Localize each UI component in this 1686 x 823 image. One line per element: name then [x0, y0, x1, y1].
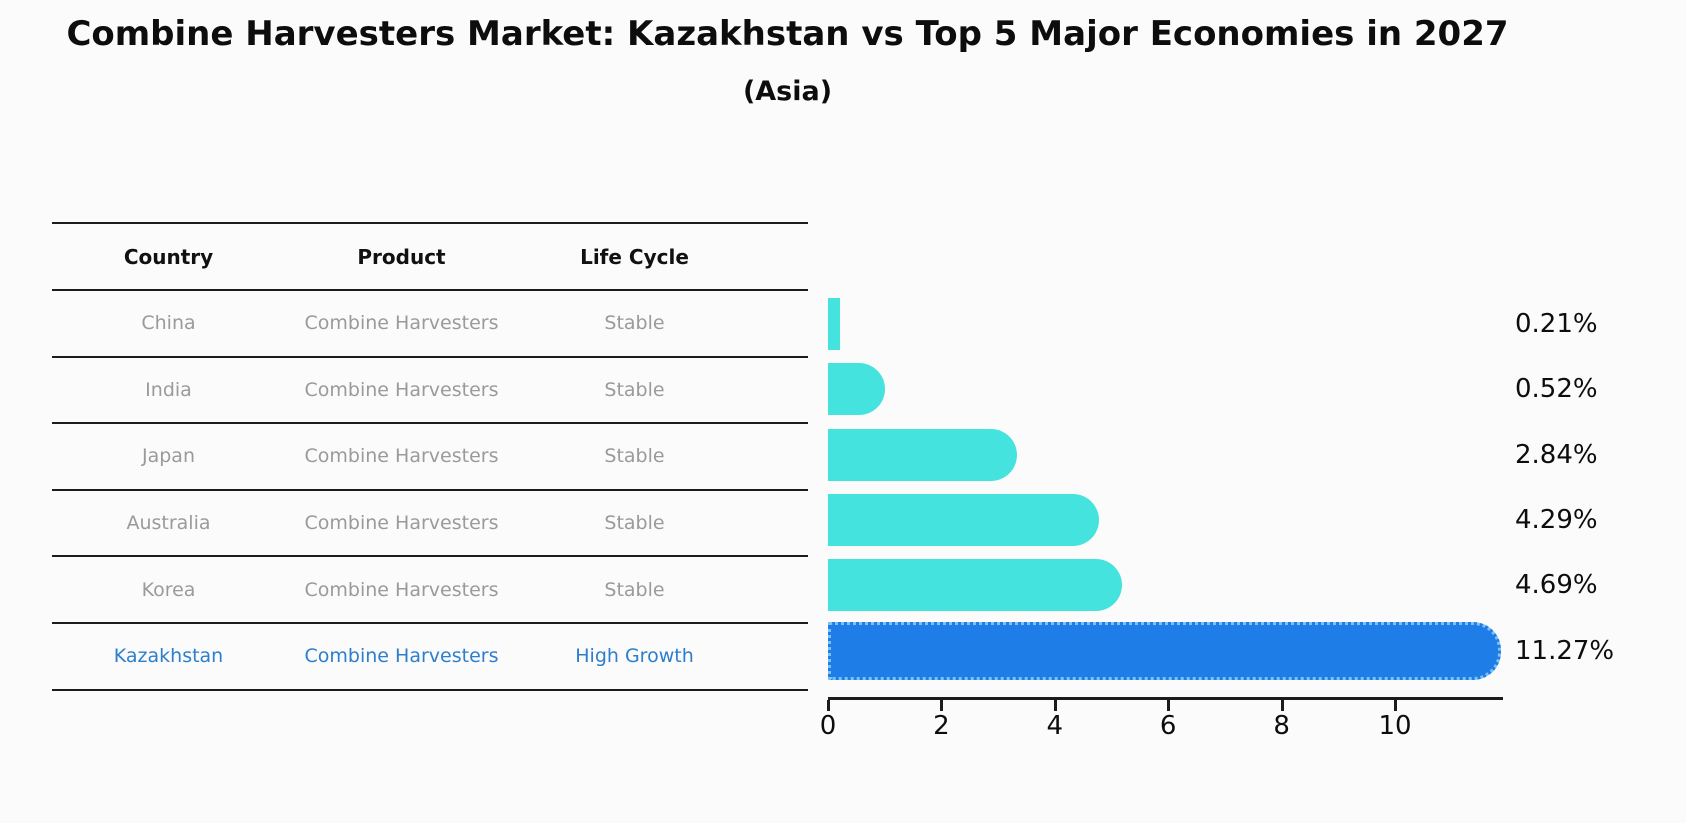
- bar-australia: [828, 493, 1099, 546]
- country-table: Country Product Life Cycle China Combine Har…: [52, 222, 808, 691]
- table-row: Australia Combine Harvesters Stable: [52, 491, 808, 558]
- cell-country: Kazakhstan: [113, 645, 224, 668]
- x-axis-line: [828, 697, 1503, 700]
- x-tick: [1053, 700, 1057, 711]
- table-row: Japan Combine Harvesters Stable: [52, 424, 808, 491]
- chart-title: Combine Harvesters Market: Kazakhstan vs…: [66, 14, 1509, 54]
- x-tick-label: 6: [1159, 711, 1177, 741]
- cell-life-cycle: High Growth: [575, 645, 694, 668]
- cell-country: Japan: [142, 445, 195, 468]
- cell-product: Combine Harvesters: [304, 578, 499, 601]
- cell-life-cycle: Stable: [604, 445, 665, 468]
- cell-product: Combine Harvesters: [304, 445, 499, 468]
- bar-korea: [828, 559, 1122, 612]
- x-tick-label: 4: [1046, 711, 1064, 741]
- x-tick-label: 10: [1378, 711, 1412, 741]
- cell-life-cycle: Stable: [604, 512, 665, 535]
- x-tick: [1280, 700, 1284, 711]
- table-row: Korea Combine Harvesters Stable: [52, 557, 808, 624]
- bar-value-label: 2.84%: [1515, 439, 1598, 470]
- x-tick-label: 8: [1273, 711, 1290, 741]
- chart-subtitle: (Asia): [742, 76, 833, 107]
- cell-life-cycle: Stable: [604, 378, 665, 401]
- cell-product: Combine Harvesters: [304, 378, 499, 401]
- x-tick: [940, 700, 944, 711]
- bar-value-label: 11.27%: [1515, 635, 1615, 666]
- bar-value-label: 4.69%: [1515, 570, 1598, 601]
- cell-country: Australia: [126, 512, 211, 535]
- cell-product: Combine Harvesters: [304, 512, 499, 535]
- bar-japan: [828, 428, 1017, 481]
- cell-country: India: [145, 378, 192, 401]
- bar-value-label: 0.52%: [1515, 374, 1598, 405]
- bar-china: [828, 298, 840, 350]
- bar-value-label: 4.29%: [1515, 504, 1598, 535]
- cell-country: China: [141, 312, 196, 335]
- table-row: Kazakhstan Combine Harvesters High Growth: [52, 624, 808, 691]
- table-row: India Combine Harvesters Stable: [52, 358, 808, 425]
- col-header-life-cycle: Life Cycle: [580, 244, 689, 269]
- col-header-product: Product: [357, 244, 446, 269]
- x-tick-label: 0: [819, 711, 837, 741]
- col-header-country: Country: [123, 244, 214, 269]
- table-row: China Combine Harvesters Stable: [52, 291, 808, 358]
- x-tick: [827, 700, 830, 711]
- bar-value-label: 0.21%: [1515, 309, 1598, 339]
- cell-life-cycle: Stable: [604, 312, 665, 335]
- x-tick: [1167, 700, 1171, 711]
- cell-product: Combine Harvesters: [304, 312, 499, 335]
- cell-product: Combine Harvesters: [304, 645, 499, 668]
- x-tick: [1394, 700, 1397, 711]
- cell-country: Korea: [141, 578, 196, 601]
- cell-life-cycle: Stable: [604, 578, 665, 601]
- table-header-row: Country Product Life Cycle: [52, 224, 808, 291]
- bar-kazakhstan: [828, 621, 1501, 680]
- bar-india: [828, 363, 885, 416]
- x-tick-label: 2: [933, 711, 950, 741]
